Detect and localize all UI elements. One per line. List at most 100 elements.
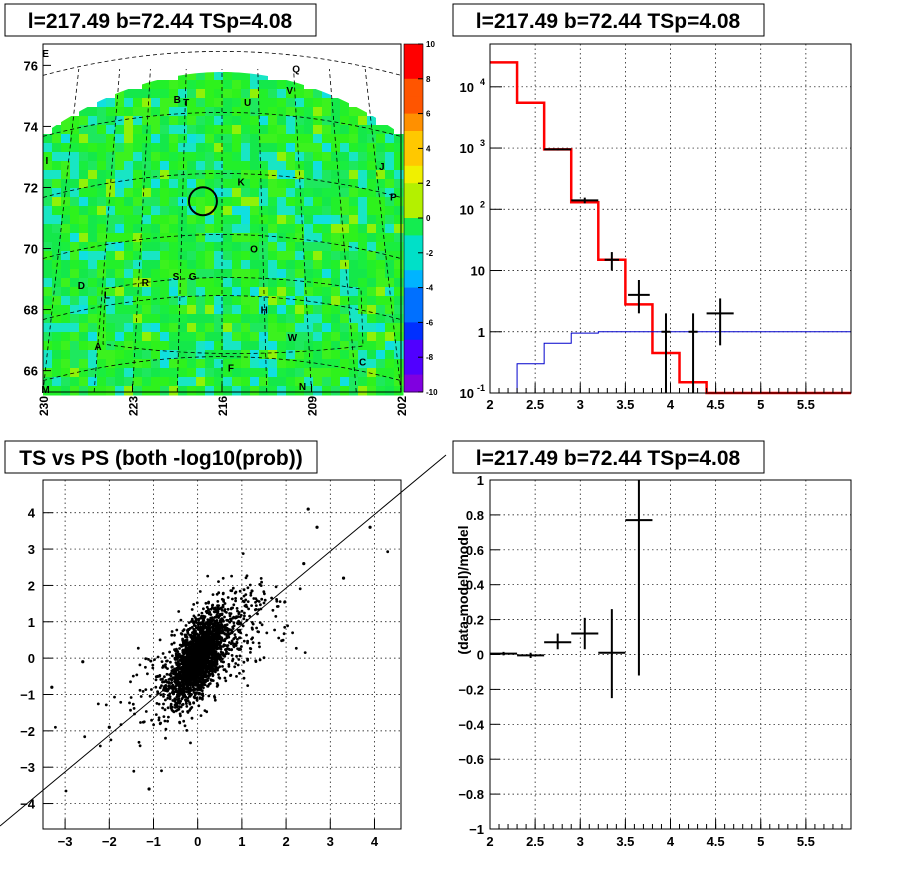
map-cell — [88, 233, 98, 243]
map-cell — [79, 269, 89, 279]
map-cell — [331, 323, 341, 333]
scatter-point — [131, 674, 135, 678]
map-cell — [241, 386, 251, 396]
map-cell — [160, 341, 170, 351]
map-cell — [331, 134, 341, 144]
map-cell — [277, 386, 287, 396]
y-tick-label: 0 — [477, 648, 484, 663]
map-cell — [223, 278, 233, 288]
scatter-point — [228, 641, 231, 644]
map-cell — [223, 224, 233, 234]
map-cell — [250, 278, 260, 288]
map-cell — [61, 377, 71, 387]
map-cell — [88, 278, 98, 288]
map-cell — [340, 359, 350, 369]
x-tick-label: −3 — [58, 834, 73, 849]
map-cell — [151, 386, 161, 396]
scatter-point — [129, 680, 132, 684]
scatter-point — [170, 633, 174, 637]
map-cell — [376, 377, 386, 387]
map-cell — [367, 278, 377, 288]
map-cell — [358, 242, 368, 252]
map-cell — [322, 260, 332, 270]
map-cell — [70, 296, 80, 306]
map-cell — [223, 305, 233, 315]
scatter-point — [253, 608, 257, 612]
map-cell — [196, 134, 206, 144]
map-cell — [97, 188, 107, 198]
map-cell — [367, 359, 377, 369]
scatter-point — [151, 663, 155, 667]
map-cell — [70, 278, 80, 288]
scatter-point — [227, 665, 231, 668]
map-cell — [43, 269, 53, 279]
map-cell — [97, 116, 107, 126]
map-cell — [151, 368, 161, 378]
map-cell — [277, 161, 287, 171]
source-label: C — [359, 357, 366, 368]
scatter-point — [168, 650, 172, 654]
scatter-point — [198, 643, 202, 647]
map-cell — [331, 197, 341, 207]
map-cell — [133, 305, 143, 315]
map-cell — [367, 242, 377, 252]
map-cell — [268, 80, 278, 90]
scatter-point — [258, 645, 261, 649]
map-cell — [106, 359, 116, 369]
source-label: F — [228, 364, 234, 375]
scatter-point — [217, 633, 221, 637]
map-cell — [340, 170, 350, 180]
map-cell — [385, 314, 395, 324]
map-cell — [394, 179, 404, 189]
map-cell — [313, 224, 323, 234]
scatter-point — [238, 589, 242, 593]
map-cell — [295, 224, 305, 234]
scatter-point — [204, 673, 207, 676]
map-cell — [79, 143, 89, 153]
scatter-point — [262, 656, 266, 660]
map-cell — [43, 215, 53, 225]
scatter-point — [197, 668, 200, 672]
map-cell — [313, 350, 323, 360]
map-cell — [367, 323, 377, 333]
y-tick-label: 10 — [471, 264, 485, 279]
scatter-point — [168, 697, 172, 701]
map-cell — [286, 386, 296, 396]
scatter-point — [198, 673, 202, 677]
map-cell — [142, 287, 152, 297]
map-cell — [367, 125, 377, 135]
residual-ylabel: (data-model)/model — [455, 525, 471, 654]
x-tick-label: 3 — [577, 397, 584, 412]
scatter-point — [286, 624, 289, 628]
scatter-point — [256, 630, 260, 633]
map-cell — [259, 197, 269, 207]
map-cell — [223, 215, 233, 225]
map-cell — [214, 215, 224, 225]
map-cell — [304, 269, 314, 279]
map-cell — [250, 332, 260, 342]
map-cell — [376, 260, 386, 270]
scatter-point — [207, 656, 211, 660]
map-cell — [259, 80, 269, 90]
map-cell — [349, 197, 359, 207]
scatter-point — [162, 693, 165, 696]
scatter-point — [215, 660, 218, 664]
scatter-point — [164, 663, 167, 666]
map-cell — [115, 125, 125, 135]
map-cell — [124, 278, 134, 288]
map-cell — [223, 368, 233, 378]
x-tick-label: 4.5 — [707, 834, 725, 849]
map-cell — [187, 233, 197, 243]
scatter-point — [249, 593, 253, 597]
map-cell — [97, 278, 107, 288]
map-cell — [187, 116, 197, 126]
map-cell — [295, 107, 305, 117]
scatter-point — [236, 663, 240, 667]
map-cell — [196, 350, 206, 360]
scatter-point — [211, 674, 215, 678]
map-cell — [295, 323, 305, 333]
scatter-point — [202, 621, 206, 625]
map-cell — [223, 332, 233, 342]
map-cell — [268, 359, 278, 369]
